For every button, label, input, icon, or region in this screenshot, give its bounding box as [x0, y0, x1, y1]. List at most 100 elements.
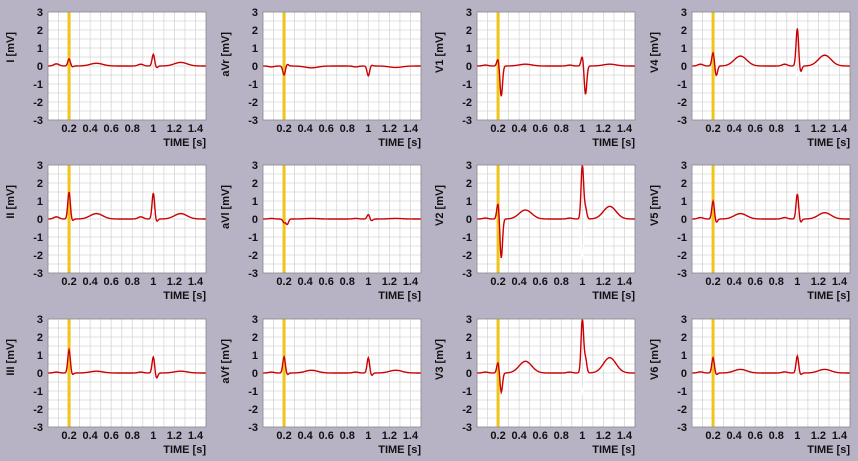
lead-label: V1 [mV] [434, 32, 446, 73]
x-tick-label: 1.4 [617, 430, 633, 442]
x-axis-label: TIME [s] [378, 137, 421, 149]
ecg-plot-9: -3 -2 -1 0 1 2 3 0.2 0.4 0.6 0.8 1 1.2 1.4 TIME [s] III… [5, 314, 207, 456]
x-tick-label: 0.8 [554, 430, 569, 442]
lead-label: aVf [mV] [220, 338, 232, 383]
x-tick-label: 0.8 [339, 276, 354, 288]
x-tick-label: 0.8 [125, 276, 140, 288]
ecg-panel-3: -3 -2 -1 0 1 2 3 0.2 0.4 0.6 0.8 1 1.2 1.4 TIME [s] V1 … [429, 0, 643, 153]
x-tick-label: 1.4 [831, 276, 847, 288]
y-tick-label: -3 [462, 115, 472, 127]
ecg-panel-2: -3 -2 -1 0 1 2 3 0.2 0.4 0.6 0.8 1 1.2 1.4 TIME [s] aVr… [215, 0, 429, 153]
y-tick-label: -3 [462, 268, 472, 280]
ecg-plot-3: -3 -2 -1 0 1 2 3 0.2 0.4 0.6 0.8 1 1.2 1.4 TIME [s] V1 … [434, 7, 636, 149]
x-axis-label: TIME [s] [378, 444, 421, 456]
y-tick-label: 2 [37, 25, 43, 37]
y-tick-label: 1 [37, 43, 43, 55]
y-tick-label: 3 [680, 314, 686, 326]
x-tick-label: 1.2 [596, 430, 611, 442]
x-tick-label: 0.6 [747, 276, 762, 288]
ecg-panel-12: -3 -2 -1 0 1 2 3 0.2 0.4 0.6 0.8 1 1.2 1.4 TIME [s] V6 … [644, 307, 858, 460]
x-tick-label: 0.4 [726, 276, 742, 288]
lead-label: II [mV] [5, 185, 17, 219]
y-tick-label: 1 [466, 196, 472, 208]
y-tick-label: 2 [466, 332, 472, 344]
x-axis-label: TIME [s] [807, 137, 850, 149]
x-tick-label: 0.2 [490, 430, 505, 442]
x-tick-label: 1.2 [810, 430, 825, 442]
x-tick-label: 1 [150, 430, 156, 442]
plot-border [262, 11, 421, 121]
x-tick-label: 0.6 [533, 276, 548, 288]
x-tick-label: 1 [579, 430, 585, 442]
y-tick-label: 1 [251, 43, 257, 55]
y-tick-label: 3 [37, 314, 43, 326]
y-tick-label: 1 [37, 350, 43, 362]
x-tick-label: 1.4 [188, 276, 204, 288]
x-tick-label: 0.2 [276, 430, 291, 442]
ecg-panel-10: -3 -2 -1 0 1 2 3 0.2 0.4 0.6 0.8 1 1.2 1.4 TIME [s] aVf… [215, 307, 429, 460]
x-tick-label: 0.2 [61, 276, 76, 288]
x-tick-label: 0.6 [533, 123, 548, 135]
y-tick-label: 2 [37, 178, 43, 190]
x-tick-label: 0.8 [554, 123, 569, 135]
x-tick-label: 1.2 [596, 276, 611, 288]
y-tick-label: -1 [462, 79, 472, 91]
x-tick-label: 0.2 [276, 123, 291, 135]
y-tick-label: 0 [37, 61, 43, 73]
x-tick-label: 0.8 [339, 123, 354, 135]
x-tick-label: 1 [794, 276, 800, 288]
y-tick-label: -3 [248, 268, 258, 280]
y-tick-label: -2 [248, 97, 258, 109]
y-tick-label: 3 [251, 160, 257, 172]
x-tick-label: 1 [794, 430, 800, 442]
x-tick-label: 1.4 [402, 276, 418, 288]
x-tick-label: 1.4 [617, 276, 633, 288]
y-tick-label: 2 [251, 332, 257, 344]
y-tick-label: -1 [462, 232, 472, 244]
x-tick-label: 0.4 [297, 123, 313, 135]
x-tick-label: 0.6 [104, 430, 119, 442]
ecg-plot-4: -3 -2 -1 0 1 2 3 0.2 0.4 0.6 0.8 1 1.2 1.4 TIME [s] V4 … [649, 7, 850, 149]
lead-label: aVl [mV] [220, 185, 232, 229]
plot-border [47, 318, 207, 427]
x-axis-label: TIME [s] [592, 137, 635, 149]
lead-label: V6 [mV] [649, 338, 661, 379]
ecg-panel-5: -3 -2 -1 0 1 2 3 0.2 0.4 0.6 0.8 1 1.2 1.4 TIME [s] II … [0, 153, 214, 306]
y-tick-label: 1 [680, 43, 686, 55]
x-tick-label: 1.2 [381, 276, 396, 288]
ecg-panel-6: -3 -2 -1 0 1 2 3 0.2 0.4 0.6 0.8 1 1.2 1.4 TIME [s] aVl… [215, 153, 429, 306]
y-tick-label: 0 [37, 214, 43, 226]
y-tick-label: -1 [33, 232, 43, 244]
ecg-trace [262, 213, 421, 226]
y-tick-label: 0 [251, 61, 257, 73]
y-tick-label: -1 [677, 232, 687, 244]
x-tick-label: 0.4 [82, 123, 98, 135]
x-tick-label: 1.4 [831, 123, 847, 135]
ecg-panel-8: -3 -2 -1 0 1 2 3 0.2 0.4 0.6 0.8 1 1.2 1.4 TIME [s] V5 … [644, 153, 858, 306]
y-tick-label: -2 [462, 404, 472, 416]
x-tick-label: 0.4 [726, 430, 742, 442]
plot-border [47, 11, 207, 121]
x-axis-label: TIME [s] [592, 290, 635, 302]
x-tick-label: 0.4 [82, 276, 98, 288]
y-tick-label: -2 [248, 404, 258, 416]
x-tick-label: 1 [365, 276, 371, 288]
plot-border [476, 11, 636, 121]
plot-border [691, 318, 850, 427]
y-tick-label: -3 [33, 268, 43, 280]
ecg-plot-5: -3 -2 -1 0 1 2 3 0.2 0.4 0.6 0.8 1 1.2 1.4 TIME [s] II … [5, 160, 207, 302]
y-tick-label: -1 [248, 386, 258, 398]
y-tick-label: 2 [680, 332, 686, 344]
x-tick-label: 1 [150, 123, 156, 135]
x-tick-label: 0.8 [768, 430, 783, 442]
ecg-panel-9: -3 -2 -1 0 1 2 3 0.2 0.4 0.6 0.8 1 1.2 1.4 TIME [s] III… [0, 307, 214, 460]
y-tick-label: 0 [680, 61, 686, 73]
y-tick-label: 2 [680, 178, 686, 190]
ecg-panel-7: -3 -2 -1 0 1 2 3 0.2 0.4 0.6 0.8 1 1.2 1.4 TIME [s] V2 … [429, 153, 643, 306]
y-tick-label: -1 [248, 79, 258, 91]
x-tick-label: 1.2 [167, 430, 182, 442]
x-tick-label: 1.4 [188, 123, 204, 135]
ecg-plot-1: -3 -2 -1 0 1 2 3 0.2 0.4 0.6 0.8 1 1.2 1.4 TIME [s] I [… [5, 7, 207, 149]
x-tick-label: 0.6 [318, 430, 333, 442]
